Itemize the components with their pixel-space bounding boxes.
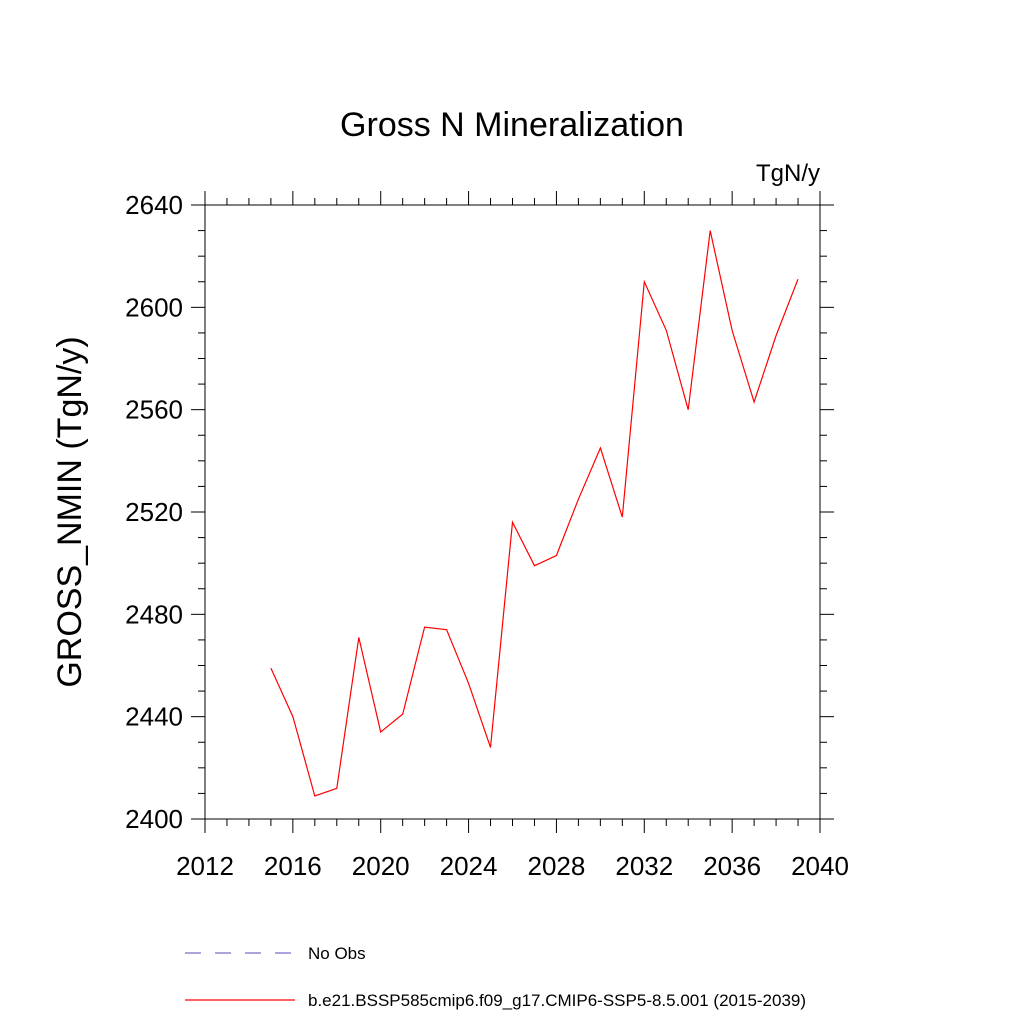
- y-tick-label: 2480: [125, 599, 183, 629]
- y-tick-label: 2640: [125, 190, 183, 220]
- x-tick-label: 2012: [176, 851, 234, 881]
- x-tick-label: 2032: [615, 851, 673, 881]
- x-tick-label: 2040: [791, 851, 849, 881]
- x-tick-label: 2028: [528, 851, 586, 881]
- x-tick-label: 2036: [703, 851, 761, 881]
- y-tick-label: 2520: [125, 497, 183, 527]
- y-tick-label: 2600: [125, 292, 183, 322]
- y-tick-label: 2400: [125, 804, 183, 834]
- x-tick-label: 2024: [440, 851, 498, 881]
- units-label: TgN/y: [756, 160, 820, 187]
- plot-frame: [204, 204, 821, 820]
- x-axis-ticks: 2012 2016 2020 2024 2028 2032 2036 2040: [176, 191, 849, 881]
- series-line: [270, 230, 799, 797]
- legend-label: b.e21.BSSP585cmip6.f09_g17.CMIP6-SSP5-8.…: [308, 991, 806, 1010]
- chart-title: Gross N Mineralization: [340, 106, 684, 144]
- y-axis-label: GROSS_NMIN (TgN/y): [51, 336, 89, 687]
- y-tick-label: 2440: [125, 702, 183, 732]
- x-tick-label: 2020: [352, 851, 410, 881]
- y-tick-label: 2560: [125, 395, 183, 425]
- legend-label: No Obs: [308, 944, 366, 963]
- x-tick-label: 2016: [264, 851, 322, 881]
- y-axis-ticks: 2400 2440 2480 2520 2560 2600 2640: [125, 190, 834, 834]
- series-group: [270, 230, 799, 797]
- legend: No Obs b.e21.BSSP585cmip6.f09_g17.CMIP6-S…: [185, 944, 806, 1010]
